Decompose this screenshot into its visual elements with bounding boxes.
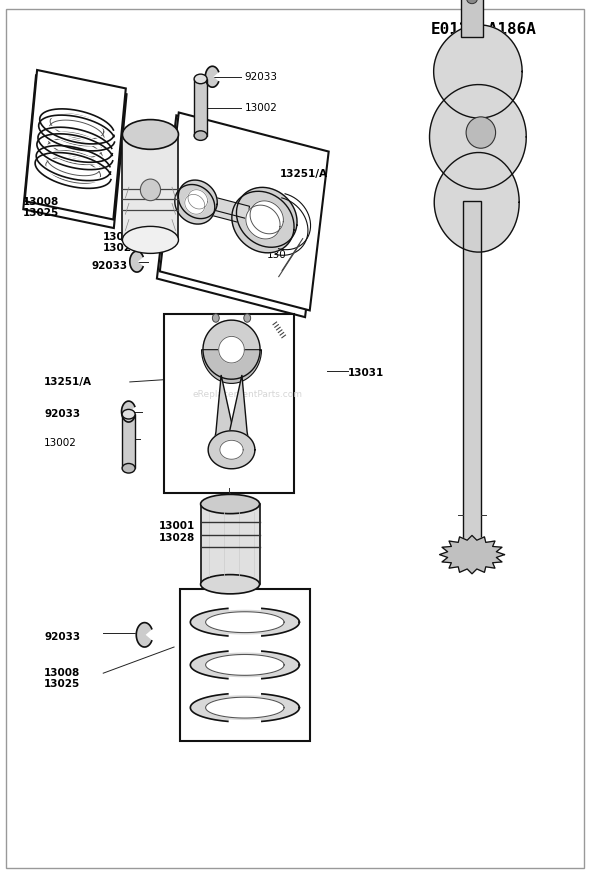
Text: 13031: 13031 [348, 368, 384, 378]
Bar [201, 504, 260, 584]
Polygon shape [203, 320, 260, 379]
Text: 13008
13025: 13008 13025 [22, 197, 58, 218]
Polygon shape [191, 651, 299, 679]
Polygon shape [213, 375, 234, 450]
Bar [194, 79, 207, 135]
Polygon shape [206, 655, 284, 675]
Polygon shape [136, 623, 152, 647]
Polygon shape [440, 535, 504, 574]
Ellipse shape [194, 74, 207, 84]
Ellipse shape [244, 314, 251, 323]
Text: 92033: 92033 [245, 72, 278, 82]
Polygon shape [219, 337, 244, 363]
Polygon shape [25, 70, 126, 220]
Ellipse shape [201, 494, 260, 514]
Polygon shape [48, 139, 102, 165]
Polygon shape [246, 205, 280, 239]
Polygon shape [237, 187, 297, 248]
Polygon shape [185, 194, 205, 215]
Text: 13001
13028: 13001 13028 [103, 232, 139, 253]
Polygon shape [206, 612, 284, 632]
Ellipse shape [122, 227, 179, 254]
Ellipse shape [140, 179, 160, 201]
Ellipse shape [122, 119, 179, 149]
Polygon shape [220, 440, 243, 460]
Bar [180, 589, 310, 741]
Polygon shape [230, 375, 250, 450]
Text: 13008
13025: 13008 13025 [44, 668, 80, 689]
Text: eReplacementParts.com: eReplacementParts.com [193, 390, 303, 399]
Polygon shape [23, 75, 127, 228]
Polygon shape [46, 158, 100, 183]
Text: 13001
13028: 13001 13028 [159, 521, 195, 542]
Polygon shape [208, 431, 255, 469]
Text: 92033: 92033 [44, 631, 80, 642]
Ellipse shape [122, 464, 135, 473]
Text: E0120-A186A: E0120-A186A [431, 22, 537, 37]
Polygon shape [188, 190, 208, 209]
Polygon shape [47, 151, 100, 176]
Bar [461, 0, 483, 37]
Polygon shape [122, 401, 135, 422]
Polygon shape [232, 191, 294, 253]
Polygon shape [191, 693, 299, 722]
Polygon shape [250, 201, 283, 234]
Polygon shape [48, 133, 102, 157]
Ellipse shape [201, 575, 260, 594]
Text: 13251/A: 13251/A [44, 377, 92, 387]
Ellipse shape [122, 410, 135, 419]
Polygon shape [50, 120, 104, 146]
Bar [122, 414, 135, 468]
Polygon shape [205, 66, 218, 87]
Polygon shape [434, 25, 522, 118]
Ellipse shape [466, 117, 496, 148]
Polygon shape [186, 196, 245, 224]
Text: 130: 130 [267, 249, 287, 260]
Bar [123, 134, 178, 240]
Bar [164, 314, 294, 493]
Polygon shape [430, 85, 526, 189]
Polygon shape [175, 185, 215, 224]
Text: 92033: 92033 [44, 409, 80, 419]
Bar [463, 201, 481, 568]
Text: 92033: 92033 [91, 261, 127, 271]
Ellipse shape [467, 0, 477, 3]
Text: 130: 130 [224, 342, 244, 352]
Polygon shape [160, 112, 329, 310]
Polygon shape [178, 181, 217, 219]
Ellipse shape [194, 131, 207, 140]
Polygon shape [202, 350, 261, 384]
Polygon shape [191, 608, 299, 637]
Polygon shape [206, 698, 284, 718]
Polygon shape [157, 115, 324, 317]
Text: 13002: 13002 [245, 103, 278, 113]
Polygon shape [130, 251, 143, 272]
Polygon shape [189, 191, 250, 219]
Polygon shape [50, 113, 104, 139]
Polygon shape [434, 153, 519, 252]
Text: 13251/A: 13251/A [280, 169, 328, 180]
Text: 13002: 13002 [44, 438, 77, 448]
Ellipse shape [212, 314, 219, 323]
